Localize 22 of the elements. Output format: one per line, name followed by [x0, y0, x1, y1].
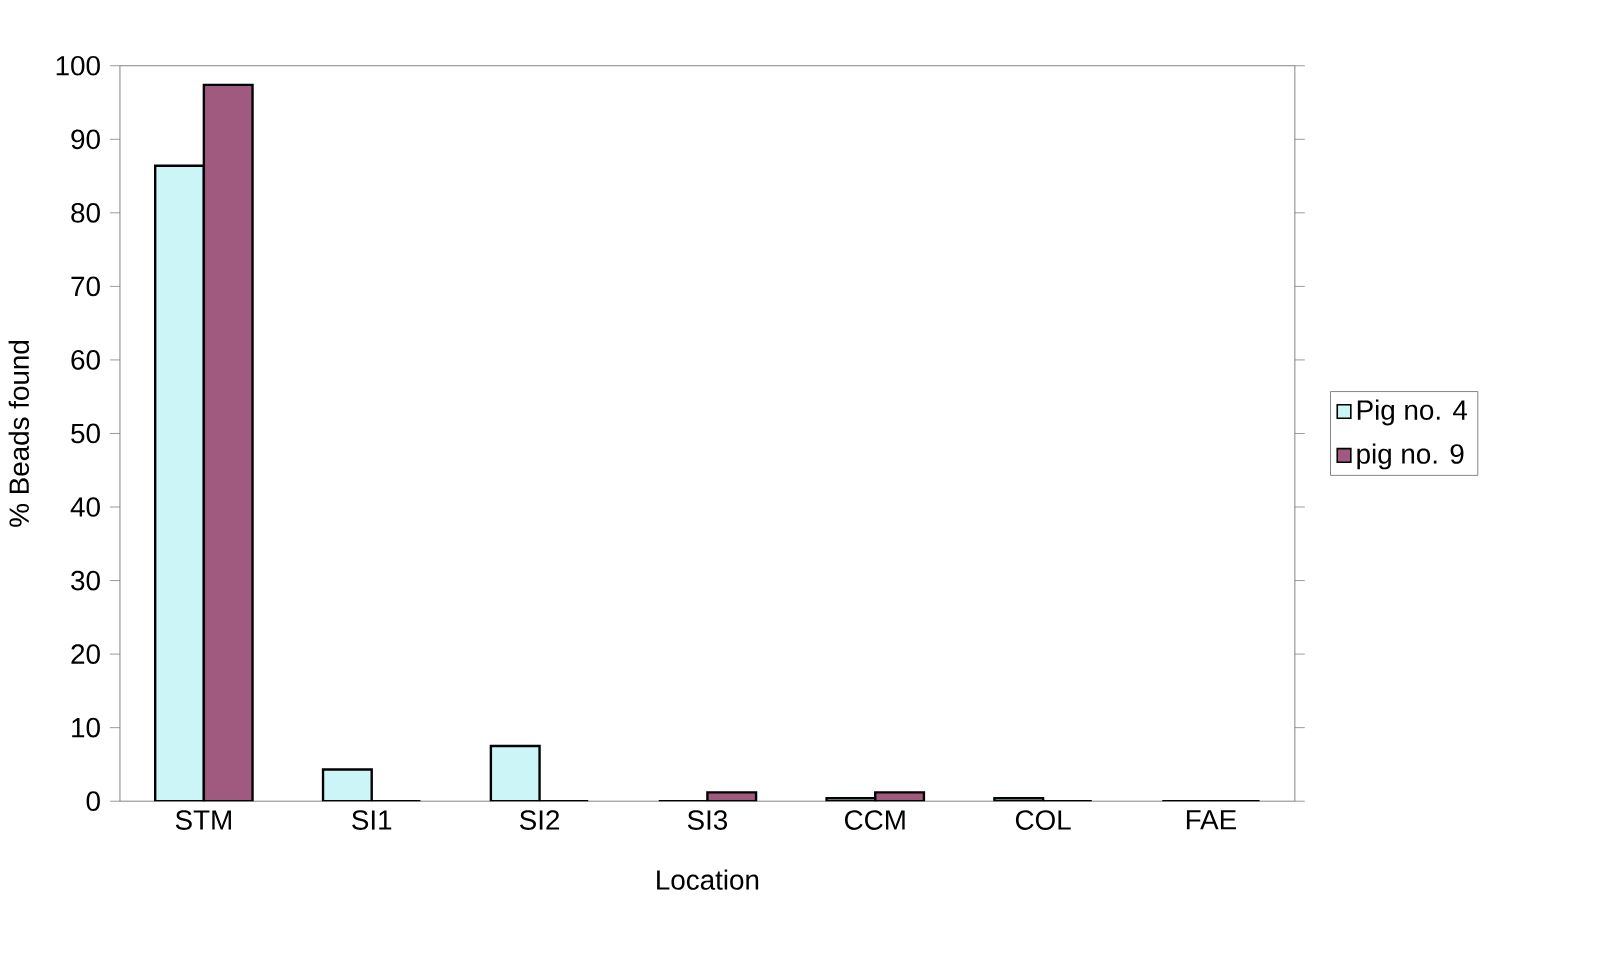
x-tick-label: FAE [1186, 810, 1237, 830]
y-tick-label: 10 [72, 717, 100, 738]
y-axis-title: % Beads found [8, 341, 30, 527]
y-tick-label: 20 [71, 644, 100, 665]
y-tick-label: 80 [71, 203, 100, 223]
x-tick-label: SI2 [519, 810, 560, 831]
x-axis-title: Location [657, 869, 759, 891]
x-tick-label: CCM [845, 810, 905, 831]
y-tick-label: 50 [71, 423, 100, 444]
y-tick-label: 0 [86, 791, 100, 812]
y-tick-label: 30 [71, 570, 100, 591]
x-tick-label: COL [1015, 810, 1071, 831]
y-tick-label: 100 [56, 56, 100, 76]
y-tick-label: 40 [70, 497, 100, 518]
x-tick-label: SI3 [687, 810, 728, 831]
y-tick-label: 60 [71, 350, 100, 370]
legend-label: pig no. 9 [1357, 443, 1464, 470]
x-tick-label: STM [175, 810, 231, 831]
y-tick-label: 70 [71, 276, 100, 297]
x-tick-label: SI1 [352, 810, 392, 831]
legend-label: Pig no. 4 [1357, 399, 1468, 426]
y-tick-label: 90 [71, 129, 100, 150]
